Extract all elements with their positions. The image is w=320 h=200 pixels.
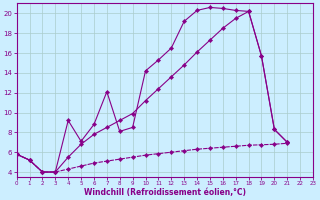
X-axis label: Windchill (Refroidissement éolien,°C): Windchill (Refroidissement éolien,°C) xyxy=(84,188,246,197)
